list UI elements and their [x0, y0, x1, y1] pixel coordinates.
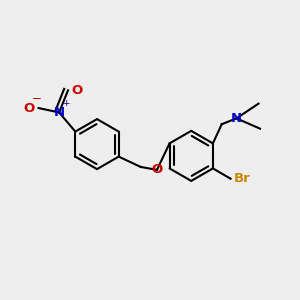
Text: O: O	[72, 84, 83, 97]
Text: Br: Br	[233, 172, 250, 185]
Text: O: O	[23, 101, 35, 115]
Text: N: N	[231, 112, 242, 125]
Text: N: N	[54, 106, 65, 119]
Text: −: −	[32, 92, 42, 105]
Text: O: O	[151, 164, 163, 176]
Text: +: +	[62, 98, 69, 107]
